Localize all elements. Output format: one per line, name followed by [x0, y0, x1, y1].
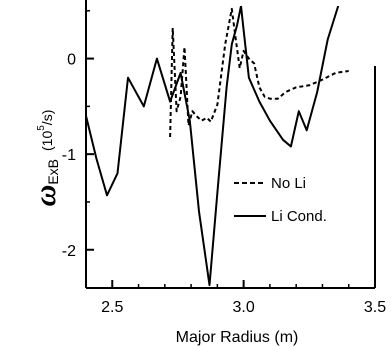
svg-text:ωExB(105/s): ωExB (105/s) [29, 110, 62, 207]
y-tick-label: -2 [62, 243, 76, 260]
x-tick-label: 3.0 [233, 299, 255, 316]
y-axis-unit-open: (10 [39, 131, 55, 151]
y-axis-subscript: ExB [45, 159, 61, 185]
x-axis-label: Major Radius (m) [176, 329, 299, 346]
y-axis-unit-sup: 5 [36, 125, 47, 131]
y-axis-label: ωExB (105/s) [29, 110, 62, 207]
y-tick-label: -1 [62, 147, 76, 164]
legend: No Li Li Cond. [234, 175, 327, 225]
legend-label-no-li: No Li [271, 175, 306, 192]
x-tick-label: 2.5 [101, 299, 123, 316]
plot-area: 2.5 3.0 3.5 0 -1 -2 [62, 0, 386, 316]
x-tick-label: 3.5 [364, 299, 386, 316]
y-tick-label: 0 [67, 52, 76, 69]
legend-label-li-cond: Li Cond. [271, 208, 327, 225]
y-axis-symbol: ω [29, 185, 62, 207]
series-line-li-cond [86, 6, 340, 287]
series-line-no-li [169, 7, 349, 138]
y-axis-unit-close: /s) [39, 110, 55, 126]
